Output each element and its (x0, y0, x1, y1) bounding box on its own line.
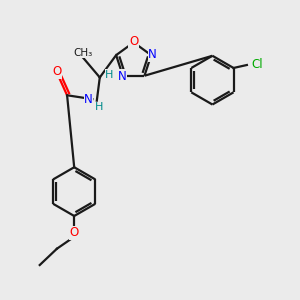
Text: H: H (105, 70, 113, 80)
Text: Cl: Cl (251, 58, 263, 71)
Text: CH₃: CH₃ (73, 48, 92, 58)
Text: N: N (148, 48, 157, 61)
Text: O: O (70, 226, 79, 239)
Text: H: H (95, 102, 103, 112)
Text: O: O (129, 35, 138, 48)
Text: O: O (52, 65, 62, 78)
Text: N: N (118, 70, 127, 83)
Text: N: N (84, 93, 93, 106)
